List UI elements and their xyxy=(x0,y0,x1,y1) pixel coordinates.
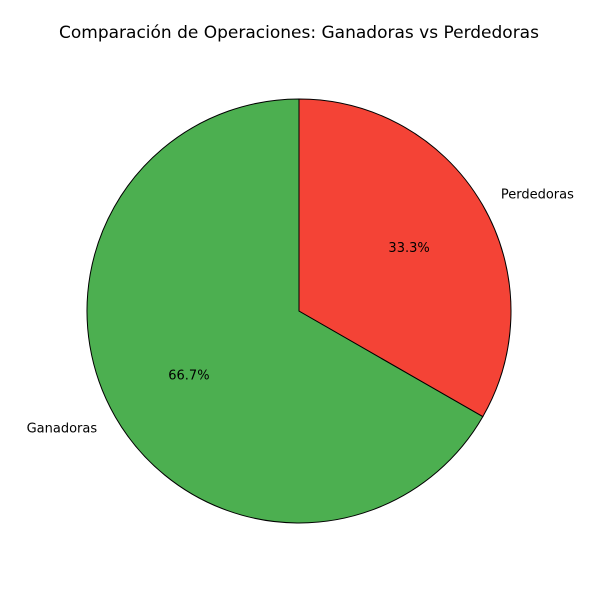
slice-label-ganadoras: Ganadoras xyxy=(27,421,98,436)
pie-slice-ganadoras xyxy=(86,98,484,524)
pie-slices xyxy=(86,98,512,524)
pie-slice-perdedoras xyxy=(298,98,512,418)
percent-label-ganadoras: 66.7% xyxy=(168,368,209,383)
pie-labels: Ganadoras 66.7% Perdedoras 33.3% xyxy=(27,188,574,437)
slice-label-perdedoras: Perdedoras xyxy=(501,188,574,203)
chart-title: Comparación de Operaciones: Ganadoras vs… xyxy=(59,23,539,43)
percent-label-perdedoras: 33.3% xyxy=(388,241,429,256)
